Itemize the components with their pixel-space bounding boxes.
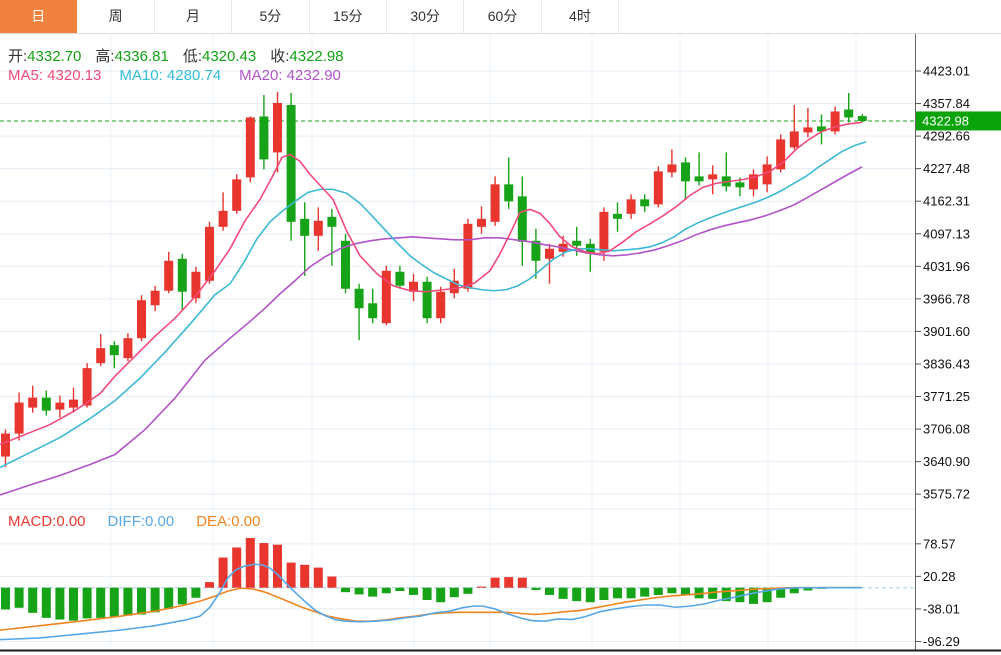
svg-text:4357.84: 4357.84 xyxy=(923,96,970,111)
tab-month[interactable]: 月 xyxy=(154,0,233,33)
open-value: 4332.70 xyxy=(27,48,82,65)
svg-text:4031.96: 4031.96 xyxy=(923,259,970,274)
open-label: 开: xyxy=(8,48,28,65)
tab-60min[interactable]: 60分 xyxy=(464,0,542,33)
ma10-value: MA10: 4280.74 xyxy=(119,67,222,84)
svg-text:3706.08: 3706.08 xyxy=(923,422,970,437)
high-value: 4336.81 xyxy=(114,48,169,65)
svg-text:4162.31: 4162.31 xyxy=(923,194,970,209)
svg-text:3771.25: 3771.25 xyxy=(923,389,970,404)
ma20-value: MA20: 4232.90 xyxy=(239,67,341,84)
tab-15min[interactable]: 15分 xyxy=(309,0,387,33)
svg-text:3901.60: 3901.60 xyxy=(923,324,970,339)
diff-value: DIFF:0.00 xyxy=(107,513,175,530)
svg-text:3640.90: 3640.90 xyxy=(923,454,970,469)
close-value: 4322.98 xyxy=(289,48,344,65)
tab-day[interactable]: 日 xyxy=(0,0,78,33)
svg-text:20.28: 20.28 xyxy=(923,569,956,584)
svg-text:3836.43: 3836.43 xyxy=(923,356,970,371)
close-label: 收: xyxy=(270,48,290,65)
macd-readout: MACD:0.00 DIFF:0.00 DEA:0.00 xyxy=(8,513,260,530)
svg-text:4097.13: 4097.13 xyxy=(923,226,970,241)
macd-value: MACD:0.00 xyxy=(8,513,86,530)
svg-text:3575.72: 3575.72 xyxy=(923,487,970,502)
svg-text:78.57: 78.57 xyxy=(923,536,956,551)
tab-30min[interactable]: 30分 xyxy=(386,0,465,33)
ma-readout: MA5: 4320.13 MA10: 4280.74 MA20: 4232.90 xyxy=(8,67,341,84)
high-label: 高: xyxy=(95,48,115,65)
svg-text:3966.78: 3966.78 xyxy=(923,291,970,306)
svg-text:4423.01: 4423.01 xyxy=(923,64,970,79)
svg-text:-38.01: -38.01 xyxy=(923,601,960,616)
dea-value: DEA:0.00 xyxy=(196,513,261,530)
ma5-value: MA5: 4320.13 xyxy=(8,67,102,84)
ohlc-readout: 开:4332.70 高:4336.81 低:4320.43 收:4322.98 xyxy=(8,45,358,66)
low-value: 4320.43 xyxy=(201,48,257,65)
timeframe-tabbar: 日 周 月 5分 15分 30分 60分 4时 xyxy=(0,0,1001,34)
svg-text:4322.98: 4322.98 xyxy=(922,113,969,128)
low-label: 低: xyxy=(182,48,202,65)
svg-text:-96.29: -96.29 xyxy=(923,634,960,649)
tab-week[interactable]: 周 xyxy=(77,0,155,33)
svg-text:4227.48: 4227.48 xyxy=(923,161,970,176)
tab-5min[interactable]: 5分 xyxy=(232,0,310,33)
tab-4hour[interactable]: 4时 xyxy=(541,0,620,33)
svg-text:4292.66: 4292.66 xyxy=(923,129,970,144)
